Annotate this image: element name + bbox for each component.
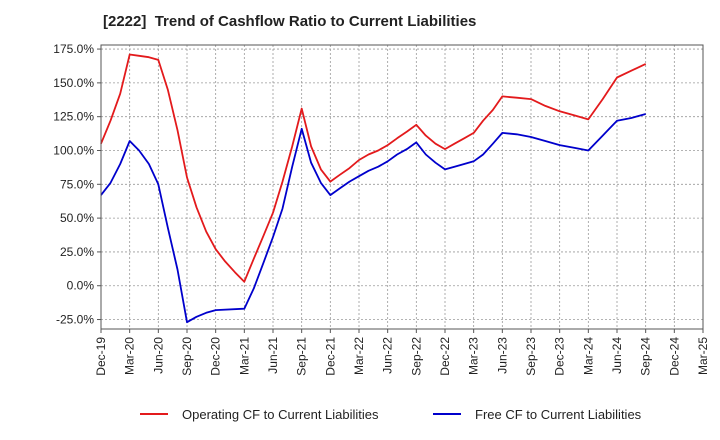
y-tick-label: 100.0% [53, 143, 94, 157]
x-tick-label: Dec-20 [209, 337, 223, 376]
y-tick-label: 175.0% [53, 42, 94, 56]
legend-label: Operating CF to Current Liabilities [182, 407, 379, 422]
chart-title: [2222] Trend of Cashflow Ratio to Curren… [103, 13, 477, 30]
x-tick-label: Dec-22 [438, 337, 452, 376]
y-tick-label: 50.0% [60, 211, 94, 225]
x-tick-label: Mar-22 [352, 337, 366, 375]
grid-layer [101, 45, 703, 329]
x-tick-label: Jun-20 [151, 337, 165, 374]
series-layer [100, 53, 647, 324]
x-tick-label: Dec-19 [94, 337, 108, 376]
x-tick-label: Dec-24 [667, 337, 681, 376]
x-tick-label: Sep-22 [409, 337, 423, 376]
series-line-free-cf [100, 113, 646, 324]
x-tick-label: Dec-23 [553, 337, 567, 376]
y-axis-ticks: -25.0% 0.0% 25.0% 50.0% 75.0% 100.0% 125.0% 150… [53, 42, 101, 327]
y-tick-label: 125.0% [53, 110, 94, 124]
x-tick-label: Sep-21 [295, 337, 309, 376]
series-line-operating-cf [100, 53, 647, 283]
x-tick-label: Sep-24 [639, 337, 653, 376]
x-tick-label: Mar-23 [467, 337, 481, 375]
legend: Operating CF to Current Liabilities Free … [140, 407, 642, 422]
x-tick-label: Dec-21 [323, 337, 337, 376]
x-tick-label: Mar-24 [581, 337, 595, 375]
y-tick-label: 150.0% [53, 76, 94, 90]
y-tick-label: 0.0% [67, 279, 95, 293]
x-axis-ticks: Dec-19 Mar-20 Jun-20 Sep-20 Dec-20 Mar-21 Jun-… [94, 329, 710, 376]
x-tick-label: Jun-24 [610, 337, 624, 374]
y-tick-label: 75.0% [60, 177, 94, 191]
x-tick-label: Mar-21 [237, 337, 251, 375]
x-tick-label: Jun-21 [266, 337, 280, 374]
y-tick-label: -25.0% [56, 313, 94, 327]
y-tick-label: 25.0% [60, 245, 94, 259]
x-tick-label: Mar-25 [696, 337, 710, 375]
legend-label: Free CF to Current Liabilities [475, 407, 642, 422]
x-tick-label: Mar-20 [123, 337, 137, 375]
plot-area-frame [100, 44, 704, 330]
x-tick-label: Sep-20 [180, 337, 194, 376]
x-tick-label: Jun-23 [495, 337, 509, 374]
x-tick-label: Jun-22 [381, 337, 395, 374]
x-tick-label: Sep-23 [524, 337, 538, 376]
